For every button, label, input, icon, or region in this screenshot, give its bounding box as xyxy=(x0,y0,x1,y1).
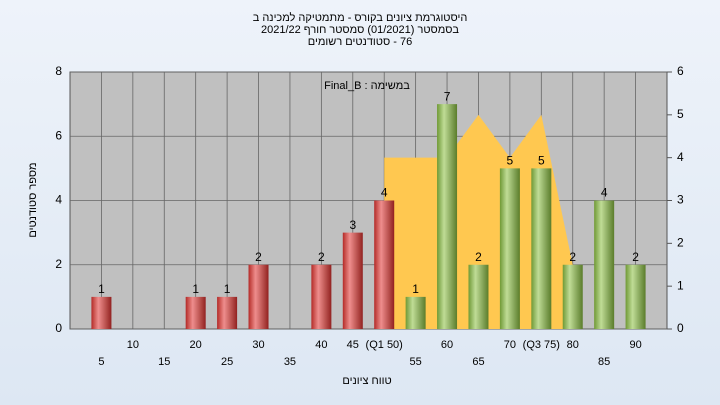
data-label: 4 xyxy=(381,186,388,200)
x-tick-label: 45 xyxy=(347,339,359,351)
data-label: 1 xyxy=(412,282,419,296)
bar xyxy=(468,264,489,329)
y-tick-label: 8 xyxy=(55,64,62,78)
data-label: 2 xyxy=(632,250,639,264)
x-tick-label: 65 xyxy=(472,356,484,368)
data-label: 1 xyxy=(224,282,231,296)
y-tick-label: 2 xyxy=(55,257,62,271)
x-tick-label: 15 xyxy=(158,356,170,368)
x-tick-label: (Q1 50) xyxy=(366,339,403,351)
x-tick-label: 10 xyxy=(127,339,139,351)
x-tick-label: 90 xyxy=(629,339,641,351)
chart-title: 76 - סטודנטים רשומים xyxy=(308,36,412,48)
y2-tick-label: 2 xyxy=(677,236,684,250)
x-tick-label: 85 xyxy=(598,356,610,368)
x-tick-label: 60 xyxy=(441,339,453,351)
data-label: 2 xyxy=(255,250,262,264)
bar xyxy=(499,168,520,329)
data-label: 4 xyxy=(601,186,608,200)
data-label: 1 xyxy=(192,282,199,296)
data-label: 2 xyxy=(318,250,325,264)
data-label: 7 xyxy=(444,89,451,103)
bar xyxy=(594,200,615,329)
bar xyxy=(217,296,238,329)
bar xyxy=(91,296,112,329)
bar xyxy=(248,264,269,329)
chart-title: היסטוגרמת ציונים בקורס - מתמטיקה למכינה … xyxy=(253,11,468,24)
y2-tick-label: 1 xyxy=(677,278,684,292)
x-tick-label: 25 xyxy=(221,356,233,368)
data-label: 5 xyxy=(507,154,514,168)
bar xyxy=(437,104,458,329)
data-label: 3 xyxy=(349,218,356,232)
x-tick-label: 20 xyxy=(190,339,202,351)
bar xyxy=(311,264,332,329)
bar xyxy=(374,200,395,329)
bar xyxy=(531,168,552,329)
y2-tick-label: 6 xyxy=(677,64,684,78)
y2-tick-label: 3 xyxy=(677,193,684,207)
data-label: 2 xyxy=(569,250,576,264)
data-label: 1 xyxy=(98,282,105,296)
y2-tick-label: 4 xyxy=(677,150,684,164)
x-tick-label: 5 xyxy=(98,356,104,368)
chart-title: בסמסטר (01/2021) סמסטר חורף 2021/22 xyxy=(261,24,459,36)
data-label: 2 xyxy=(475,250,482,264)
y-axis-label: מספר סטודנטים xyxy=(27,162,39,237)
x-tick-label: 80 xyxy=(567,339,579,351)
y2-tick-label: 5 xyxy=(677,107,684,121)
bar xyxy=(562,264,583,329)
y-tick-label: 6 xyxy=(55,128,62,142)
x-tick-label: (Q3 75) xyxy=(523,339,560,351)
y-tick-label: 4 xyxy=(55,193,62,207)
annotation: במשימה : Final_B xyxy=(324,80,410,92)
data-label: 5 xyxy=(538,154,545,168)
bar xyxy=(185,296,206,329)
y2-tick-label: 0 xyxy=(677,321,684,335)
x-tick-label: 70 xyxy=(504,339,516,351)
x-tick-label: 35 xyxy=(284,356,296,368)
y-tick-label: 0 xyxy=(55,321,62,335)
bar xyxy=(342,232,363,329)
x-tick-label: 40 xyxy=(315,339,327,351)
x-tick-label: 55 xyxy=(410,356,422,368)
x-axis-label: טווח ציונים xyxy=(342,375,391,387)
bar xyxy=(625,264,646,329)
x-tick-label: 30 xyxy=(252,339,264,351)
bar xyxy=(405,296,426,329)
area xyxy=(384,114,573,329)
